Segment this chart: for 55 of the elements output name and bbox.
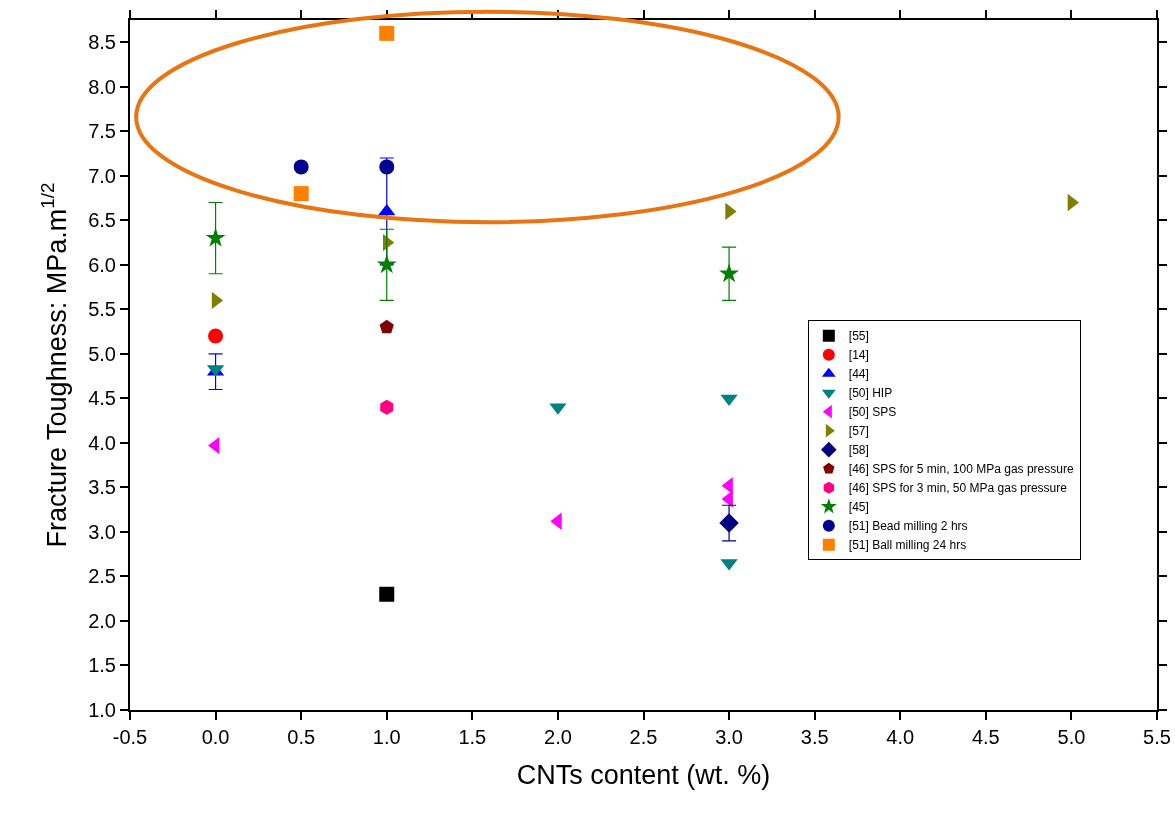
x-tick-label: 2.0	[544, 726, 572, 748]
y-tick-label: 4.5	[88, 387, 116, 410]
point	[379, 159, 395, 175]
point	[376, 254, 397, 274]
x-tick-label: 3.5	[800, 726, 829, 748]
x-tick-label: 1.0	[372, 726, 401, 748]
y-tick-label: 2.0	[88, 609, 116, 632]
y-tick-label: 7.0	[88, 164, 116, 187]
legend-label: [57]	[848, 424, 869, 439]
y-tick-label: 8.0	[88, 75, 116, 98]
point	[719, 513, 739, 533]
legend-label: [44]	[848, 367, 869, 382]
legend-label: [46] SPS for 5 min, 100 MPa gas pressure	[848, 462, 1074, 477]
y-tick-label: 3.0	[88, 520, 116, 543]
x-tick-label: 0.0	[201, 726, 230, 748]
point	[379, 586, 395, 602]
legend-label: [50] SPS	[848, 405, 897, 420]
y-tick-label: 1.5	[88, 654, 116, 677]
legend-label: [45]	[848, 500, 869, 515]
legend-label: [55]	[848, 329, 869, 344]
legend-label: [14]	[848, 348, 869, 363]
legend-label: [58]	[848, 443, 869, 458]
x-tick-label: 3.0	[715, 726, 743, 748]
point	[379, 319, 394, 334]
y-tick-label: 4.0	[88, 431, 116, 454]
y-tick-label: 5.0	[88, 342, 116, 365]
x-tick-label: 5.5	[1143, 726, 1171, 748]
x-tick-label: 0.5	[287, 726, 316, 748]
y-tick-label: 2.5	[88, 565, 116, 588]
point	[293, 159, 309, 175]
x-tick-label: 5.0	[1057, 726, 1086, 748]
point	[719, 263, 740, 283]
y-tick-label: 1.0	[88, 699, 116, 721]
y-tick-label: 7.5	[88, 120, 116, 143]
point	[205, 227, 226, 247]
point	[208, 328, 224, 344]
x-axis-title: CNTs content (wt. %)	[516, 759, 771, 790]
y-tick-label: 6.0	[88, 253, 116, 276]
legend-label: [51] Bead milling 2 hrs	[848, 519, 968, 534]
point	[293, 186, 309, 202]
y-tick-label: 8.5	[88, 31, 116, 54]
point	[378, 203, 396, 216]
x-tick-label: -0.5	[112, 726, 148, 748]
legend-label: [50] HIP	[848, 386, 893, 401]
point	[380, 399, 394, 415]
x-tick-label: 4.5	[971, 726, 1000, 748]
legend-label: [46] SPS for 3 min, 50 MPa gas pressure	[848, 481, 1068, 496]
y-tick-label: 6.5	[88, 209, 116, 232]
y-tick-label: 5.5	[88, 298, 116, 321]
x-tick-label: 4.0	[886, 726, 915, 748]
x-tick-label: 1.5	[458, 726, 487, 748]
y-tick-label: 3.5	[88, 476, 116, 499]
x-tick-label: 2.5	[629, 726, 658, 748]
legend-label: [51] Ball milling 24 hrs	[848, 538, 967, 553]
point	[379, 25, 395, 41]
